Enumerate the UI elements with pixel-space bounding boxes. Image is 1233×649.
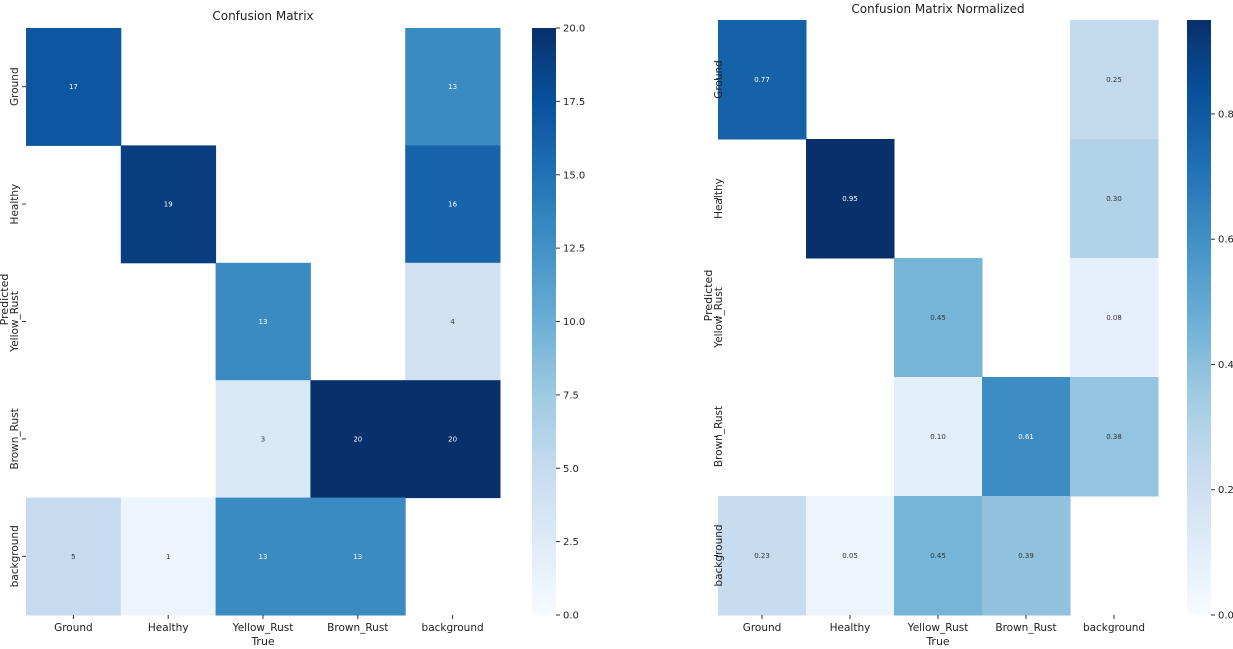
heatmap-1-cell-label: 20 bbox=[353, 435, 362, 443]
heatmap-2-cell-label: 0.23 bbox=[754, 552, 770, 560]
heatmap-2-cell bbox=[1070, 258, 1159, 378]
heatmap-2-colorbar-tick-label: 0.2 bbox=[1218, 485, 1233, 496]
heatmap-2-cell-label: 0.25 bbox=[1106, 76, 1122, 84]
heatmap-1-cell-label: 13 bbox=[259, 553, 268, 561]
heatmap-1-cell-label: 13 bbox=[353, 553, 362, 561]
heatmap-1-colorbar-tick-label: 0.0 bbox=[563, 611, 579, 622]
heatmap-2-cell bbox=[718, 496, 807, 616]
heatmap-2-cell bbox=[894, 496, 983, 616]
heatmap-1-colorbar-tick-label: 17.5 bbox=[563, 97, 585, 108]
heatmap-1-title: Confusion Matrix bbox=[212, 9, 313, 23]
heatmap-1-colorbar-tick-label: 15.0 bbox=[563, 170, 585, 181]
heatmap-2-cell bbox=[982, 377, 1071, 497]
heatmap-2-y-tick-label: Brown_Rust bbox=[713, 406, 725, 467]
heatmap-2-cell-label: 0.30 bbox=[1106, 195, 1122, 203]
heatmap-1: Confusion Matrix 17 13 19 16 13 4 3 20 20 5 1 13 13 Gr… bbox=[0, 9, 585, 648]
heatmap-1-y-tick-label: background bbox=[9, 525, 21, 587]
heatmap-2-y-tick-label: Healthy bbox=[713, 178, 725, 219]
heatmap-2-cell bbox=[894, 377, 983, 497]
heatmap-1-colorbar bbox=[532, 28, 556, 615]
heatmap-1-cell-label: 19 bbox=[164, 201, 173, 209]
heatmap-2-x-tick-label: Healthy bbox=[830, 622, 871, 634]
heatmap-1-y-tick-label: Ground bbox=[9, 67, 21, 106]
heatmap-2: Confusion Matrix Normalized 0.77 0.25 0.95 0… bbox=[702, 2, 1233, 648]
heatmap-1-cell bbox=[310, 497, 406, 616]
heatmap-2-cell bbox=[894, 258, 983, 378]
heatmap-2-cell-label: 0.05 bbox=[842, 552, 858, 560]
heatmap-1-y-tick-label: Yellow_Rust bbox=[9, 291, 21, 353]
heatmap-2-x-tick-label: Ground bbox=[743, 622, 782, 634]
heatmap-1-cell bbox=[26, 497, 122, 616]
heatmap-2-cell-label: 0.08 bbox=[1106, 314, 1122, 322]
heatmap-1-x-tick-label: Healthy bbox=[148, 622, 189, 634]
heatmap-2-cell bbox=[718, 20, 807, 140]
heatmap-1-cell-label: 5 bbox=[71, 553, 75, 561]
heatmap-2-cell bbox=[1070, 139, 1159, 259]
heatmap-1-y-tick-label: Brown_Rust bbox=[9, 408, 21, 469]
heatmap-2-x-axis-label: True bbox=[925, 635, 950, 648]
heatmap-1-y-tick-label: Healthy bbox=[9, 184, 21, 225]
heatmap-2-cell bbox=[1070, 20, 1159, 140]
heatmap-1-cell-label: 4 bbox=[450, 318, 455, 326]
heatmap-1-colorbar-tick-label: 5.0 bbox=[563, 464, 579, 475]
heatmap-1-colorbar-tick-label: 20.0 bbox=[563, 24, 585, 35]
heatmap-1-cell-label: 20 bbox=[448, 435, 457, 443]
heatmap-2-y-axis-label: Predicted bbox=[702, 270, 715, 322]
heatmap-1-cell bbox=[310, 380, 406, 499]
heatmap-1-x-tick-label: Yellow_Rust bbox=[232, 622, 294, 634]
heatmap-2-cell-label: 0.77 bbox=[754, 76, 770, 84]
heatmap-2-x-tick-label: background bbox=[1083, 622, 1145, 634]
heatmap-1-cell bbox=[26, 28, 122, 146]
heatmap-2-cell bbox=[982, 496, 1071, 616]
heatmap-1-cell-label: 16 bbox=[448, 201, 457, 209]
heatmap-2-cell-label: 0.10 bbox=[930, 433, 946, 441]
heatmap-1-cell bbox=[120, 497, 217, 616]
heatmap-1-x-tick-label: background bbox=[422, 622, 484, 634]
heatmap-2-cell-label: 0.45 bbox=[930, 314, 946, 322]
heatmap-2-cell bbox=[806, 496, 895, 616]
heatmap-1-colorbar-tick-label: 2.5 bbox=[563, 537, 579, 548]
heatmap-1-cell bbox=[120, 145, 217, 264]
heatmap-1-colorbar-tick-label: 10.0 bbox=[563, 317, 585, 328]
heatmap-2-colorbar bbox=[1187, 20, 1211, 615]
heatmap-1-x-tick-label: Ground bbox=[54, 622, 93, 634]
heatmap-2-cell-label: 0.39 bbox=[1018, 552, 1034, 560]
heatmap-1-y-axis-label: Predicted bbox=[0, 274, 11, 326]
heatmap-2-colorbar-tick-label: 0.4 bbox=[1218, 360, 1233, 371]
heatmap-2-cell-label: 0.45 bbox=[930, 552, 946, 560]
heatmap-2-cell bbox=[806, 139, 895, 259]
heatmap-1-cell bbox=[215, 262, 311, 381]
heatmap-1-cell-label: 17 bbox=[69, 83, 78, 91]
heatmap-2-colorbar-tick-label: 0.0 bbox=[1218, 611, 1233, 622]
heatmap-2-x-tick-label: Brown_Rust bbox=[995, 622, 1056, 634]
heatmap-2-cell-label: 0.95 bbox=[842, 195, 858, 203]
heatmap-2-cell bbox=[1070, 377, 1159, 497]
heatmap-1-cell bbox=[405, 380, 501, 499]
heatmap-1-x-axis-label: True bbox=[250, 635, 275, 648]
heatmap-1-cell-label: 13 bbox=[448, 83, 457, 91]
heatmap-2-y-tick-label: Ground bbox=[713, 60, 725, 99]
heatmap-2-colorbar-tick-label: 0.8 bbox=[1218, 109, 1233, 120]
heatmap-2-colorbar-tick-label: 0.6 bbox=[1218, 235, 1233, 246]
heatmap-1-x-tick-label: Brown_Rust bbox=[327, 622, 388, 634]
heatmap-1-cell bbox=[405, 28, 501, 146]
heatmap-1-cell bbox=[215, 380, 311, 499]
heatmap-1-cell-label: 3 bbox=[261, 435, 265, 443]
heatmap-1-cell-label: 13 bbox=[259, 318, 268, 326]
heatmap-1-cell bbox=[405, 145, 501, 264]
heatmap-1-colorbar-tick-label: 12.5 bbox=[563, 244, 585, 255]
heatmap-2-y-tick-label: Yellow_Rust bbox=[713, 287, 725, 349]
heatmap-1-cell bbox=[215, 497, 311, 616]
heatmap-2-x-tick-label: Yellow_Rust bbox=[907, 622, 969, 634]
heatmap-2-cell-label: 0.38 bbox=[1106, 433, 1122, 441]
heatmap-1-cell-label: 1 bbox=[166, 553, 170, 561]
heatmap-2-title: Confusion Matrix Normalized bbox=[851, 2, 1024, 16]
heatmap-1-colorbar-tick-label: 7.5 bbox=[563, 390, 579, 401]
heatmap-2-cell-label: 0.61 bbox=[1018, 433, 1034, 441]
heatmap-1-cell bbox=[405, 262, 501, 381]
heatmap-2-y-tick-label: background bbox=[713, 524, 725, 586]
